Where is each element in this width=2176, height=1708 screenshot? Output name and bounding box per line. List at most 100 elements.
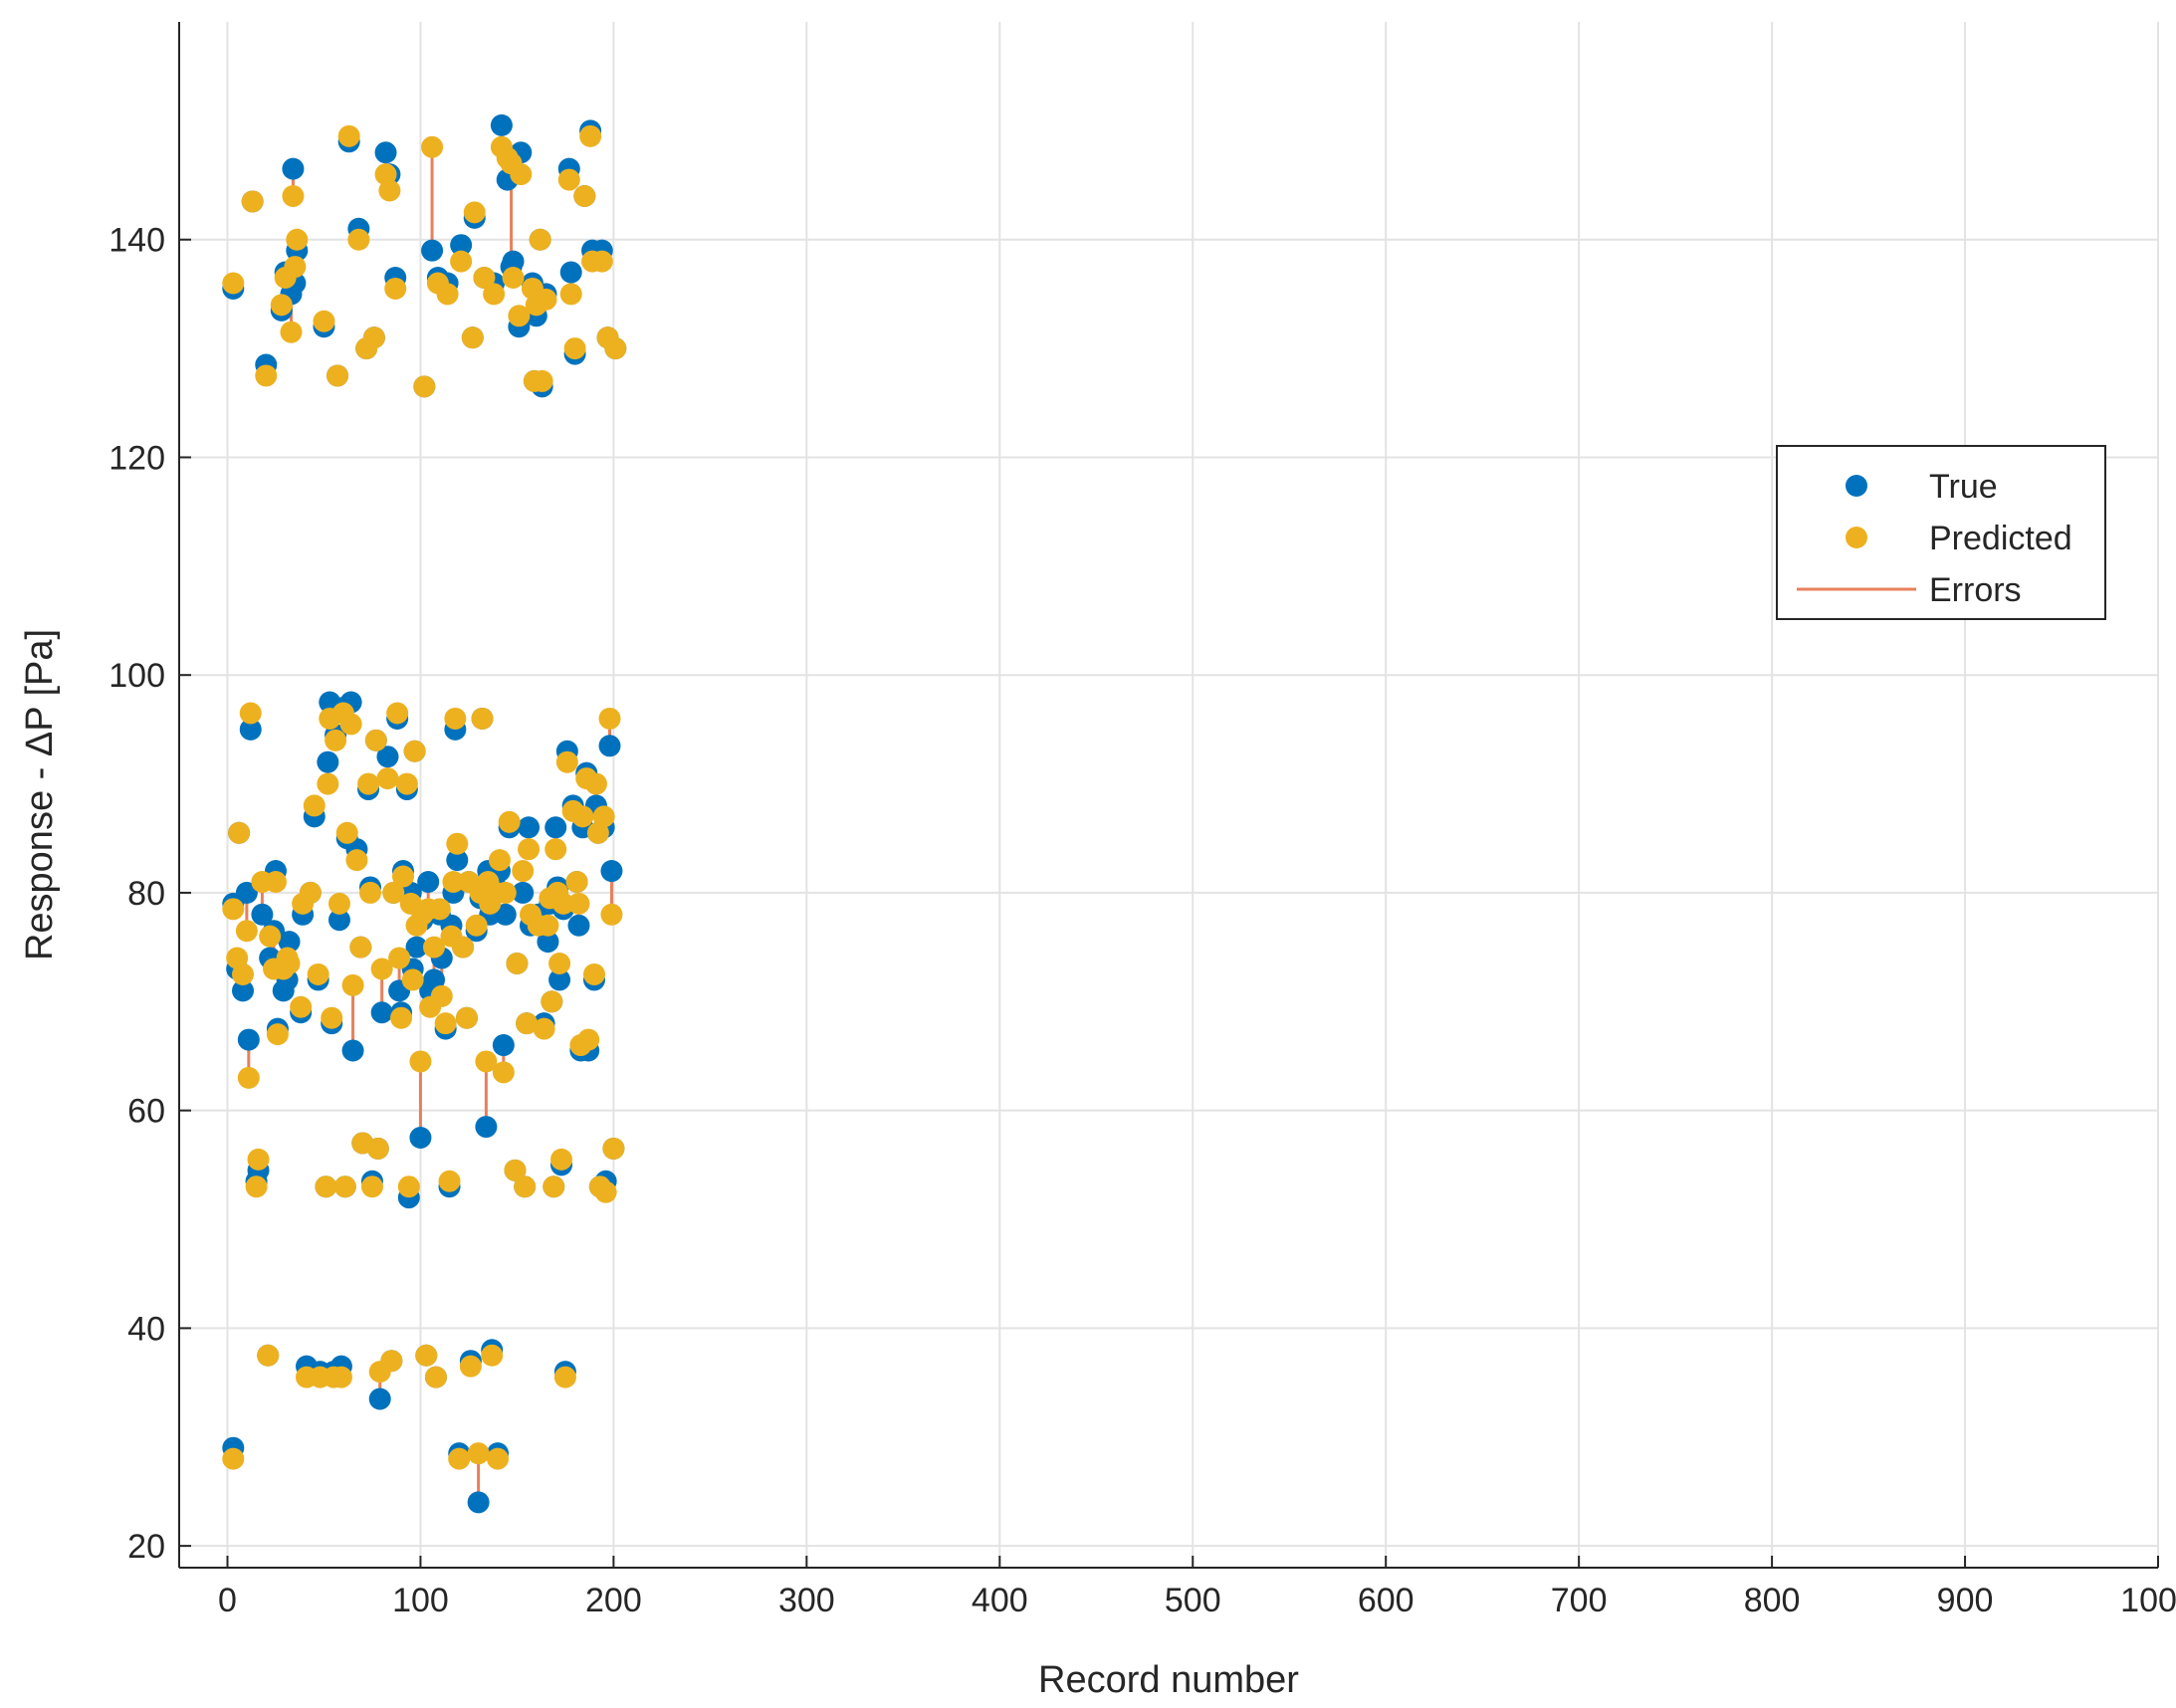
legend-errors-label: Errors: [1929, 571, 2022, 609]
true-point: [368, 1388, 391, 1410]
predicted-point: [465, 914, 488, 937]
predicted-point: [359, 881, 382, 904]
predicted-point: [413, 375, 436, 398]
predicted-point: [259, 925, 282, 948]
predicted-point: [239, 702, 262, 725]
predicted-point: [455, 1006, 478, 1029]
predicted-point: [290, 995, 313, 1018]
predicted-point: [516, 1012, 539, 1035]
true-point: [409, 1127, 432, 1150]
predicted-point: [423, 936, 446, 959]
true-point: [327, 909, 350, 932]
legend-true-marker: [1846, 475, 1867, 497]
true-point: [518, 816, 541, 839]
predicted-point: [551, 892, 574, 915]
predicted-point: [555, 750, 578, 773]
predicted-point: [286, 228, 309, 251]
predicted-point: [531, 369, 553, 392]
legend-predicted-marker: [1846, 527, 1867, 548]
predicted-point: [577, 1028, 600, 1051]
predicted-point: [329, 1366, 352, 1388]
predicted-point: [264, 870, 287, 893]
true-point: [467, 1491, 490, 1514]
predicted-point: [362, 326, 385, 349]
y-tick-label: 20: [127, 1528, 165, 1566]
predicted-point: [370, 958, 393, 980]
predicted-point: [415, 1344, 438, 1367]
predicted-point: [450, 250, 473, 273]
predicted-point: [270, 294, 293, 317]
y-tick-label: 60: [127, 1093, 165, 1131]
true-point: [232, 979, 255, 1002]
x-tick-label: 900: [1937, 1582, 1994, 1619]
y-tick-label: 140: [109, 222, 165, 260]
predicted-point: [325, 729, 347, 751]
predicted-point: [506, 953, 529, 975]
true-point: [559, 261, 582, 284]
predicted-point: [488, 849, 511, 872]
true-point: [376, 746, 399, 768]
predicted-point: [390, 1006, 413, 1029]
true-point: [537, 931, 559, 954]
y-tick-label: 80: [127, 875, 165, 913]
true-point: [512, 881, 535, 904]
predicted-point: [382, 881, 405, 904]
predicted-point: [366, 1137, 389, 1160]
predicted-point: [567, 892, 590, 915]
x-tick-label: 600: [1358, 1582, 1414, 1619]
predicted-point: [438, 1170, 461, 1192]
true-point: [490, 113, 513, 136]
predicted-point: [222, 1447, 245, 1470]
predicted-point: [543, 1175, 565, 1198]
predicted-point: [380, 1350, 403, 1373]
predicted-point: [303, 794, 326, 817]
legend: True Predicted Errors: [1776, 445, 2106, 620]
predicted-point: [280, 320, 303, 343]
true-point: [494, 903, 517, 926]
predicted-point: [548, 953, 571, 975]
predicted-point: [245, 1175, 268, 1198]
predicted-point: [494, 881, 517, 904]
predicted-point: [502, 267, 525, 290]
predicted-point: [317, 772, 339, 795]
predicted-points: [222, 124, 627, 1470]
legend-predicted-label: Predicted: [1929, 520, 2072, 557]
predicted-point: [228, 821, 251, 844]
predicted-point: [446, 832, 469, 855]
true-point: [548, 968, 571, 991]
true-point: [450, 234, 473, 257]
predicted-point: [448, 1447, 471, 1470]
predicted-point: [514, 1175, 537, 1198]
predicted-point: [341, 973, 364, 996]
predicted-point: [397, 1175, 420, 1198]
predicted-point: [444, 707, 467, 730]
predicted-point: [388, 947, 411, 969]
predicted-point: [339, 713, 362, 736]
predicted-point: [592, 805, 615, 828]
predicted-point: [559, 283, 582, 306]
predicted-point: [232, 962, 255, 985]
true-point: [492, 1034, 515, 1057]
predicted-point: [401, 968, 424, 991]
predicted-point: [345, 849, 368, 872]
plot-background: [179, 22, 2158, 1568]
predicted-point: [504, 1159, 527, 1181]
true-point: [600, 860, 623, 883]
y-tick-label: 40: [127, 1310, 165, 1348]
predicted-point: [463, 201, 486, 224]
predicted-point: [337, 124, 360, 147]
predicted-point: [590, 250, 613, 273]
predicted-point: [565, 870, 588, 893]
predicted-point: [335, 821, 358, 844]
predicted-point: [391, 865, 414, 888]
true-point: [475, 1116, 498, 1139]
predicted-point: [247, 1148, 270, 1171]
predicted-point: [535, 288, 557, 311]
predicted-point: [498, 810, 521, 833]
predicted-point: [257, 1344, 280, 1367]
true-point: [374, 141, 397, 164]
predicted-point: [584, 772, 607, 795]
predicted-point: [376, 767, 399, 790]
true-point: [446, 849, 469, 872]
